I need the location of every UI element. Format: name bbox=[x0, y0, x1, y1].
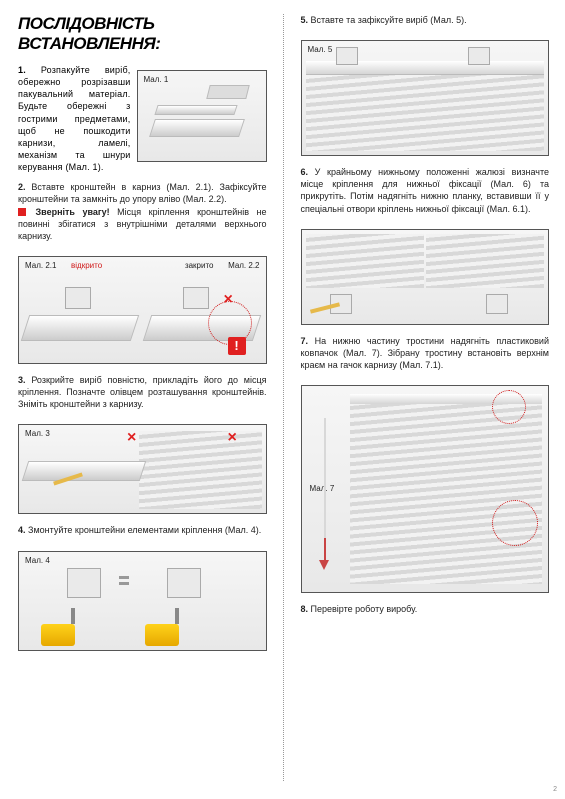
figure-2: Мал. 2.1 відкрито закрито Мал. 2.2 ! × bbox=[18, 256, 267, 364]
figure-label: Мал. 1 bbox=[144, 75, 169, 84]
figure-7: Мал. 7 Мал. 7.1 bbox=[301, 385, 550, 593]
left-column: ПОСЛІДОВНІСТЬ ВСТАНОВЛЕННЯ: Мал. 1 1. Ро… bbox=[0, 0, 283, 799]
x-mark-icon: × bbox=[224, 293, 238, 307]
step-2: 2. Вставте кронштейн в карниз (Мал. 2.1)… bbox=[18, 181, 267, 242]
x-mark-icon: × bbox=[127, 431, 141, 445]
open-label: відкрито bbox=[71, 261, 102, 270]
page-number: 2 bbox=[553, 786, 557, 793]
figure-label: Мал. 2.2 bbox=[228, 261, 259, 270]
step-text: 7. На нижню частину тростини надягніть п… bbox=[301, 335, 550, 371]
figure-5: Мал. 5 bbox=[301, 40, 550, 156]
step-1: Мал. 1 1. Розпакуйте виріб, обережно роз… bbox=[18, 64, 267, 173]
closed-label: закрито bbox=[185, 261, 214, 270]
warning-icon bbox=[18, 208, 26, 216]
step-text: 6. У крайньому нижньому положенні жалюзі… bbox=[301, 166, 550, 215]
figure-label: Мал. 4 bbox=[25, 556, 50, 565]
figure-label: Мал. 2.1 bbox=[25, 261, 56, 270]
figure-3: Мал. 3 × × bbox=[18, 424, 267, 514]
step-text: 8. Перевірте роботу виробу. bbox=[301, 603, 550, 615]
step-3: 3. Розкрийте виріб повністю, прикладіть … bbox=[18, 374, 267, 410]
right-column: 5. Вставте та зафіксуйте виріб (Мал. 5).… bbox=[283, 0, 565, 799]
x-mark-icon: × bbox=[228, 431, 242, 445]
step-7: 7. На нижню частину тростини надягніть п… bbox=[301, 335, 550, 371]
page-title: ПОСЛІДОВНІСТЬ ВСТАНОВЛЕННЯ: bbox=[18, 14, 267, 54]
figure-label: Мал. 5 bbox=[308, 45, 333, 54]
step-text: 4. Змонтуйте кронштейни елементами кріпл… bbox=[18, 524, 267, 536]
alert-icon: ! bbox=[228, 337, 246, 355]
figure-6: Мал. 6 Мал. 6.1 bbox=[301, 229, 550, 325]
column-divider bbox=[283, 14, 284, 781]
step-6: 6. У крайньому нижньому положенні жалюзі… bbox=[301, 166, 550, 215]
step-text: 3. Розкрийте виріб повністю, прикладіть … bbox=[18, 374, 267, 410]
figure-1: Мал. 1 bbox=[137, 70, 267, 162]
figure-label: Мал. 7 bbox=[310, 484, 335, 493]
warning-text: Зверніть увагу! Місця кріплення кронштей… bbox=[18, 206, 267, 242]
step-text: 2. Вставте кронштейн в карниз (Мал. 2.1)… bbox=[18, 181, 267, 205]
figure-label: Мал. 3 bbox=[25, 429, 50, 438]
step-8: 8. Перевірте роботу виробу. bbox=[301, 603, 550, 615]
step-4: 4. Змонтуйте кронштейни елементами кріпл… bbox=[18, 524, 267, 536]
step-5: 5. Вставте та зафіксуйте виріб (Мал. 5). bbox=[301, 14, 550, 26]
step-text: 5. Вставте та зафіксуйте виріб (Мал. 5). bbox=[301, 14, 550, 26]
figure-4: Мал. 4 bbox=[18, 551, 267, 651]
